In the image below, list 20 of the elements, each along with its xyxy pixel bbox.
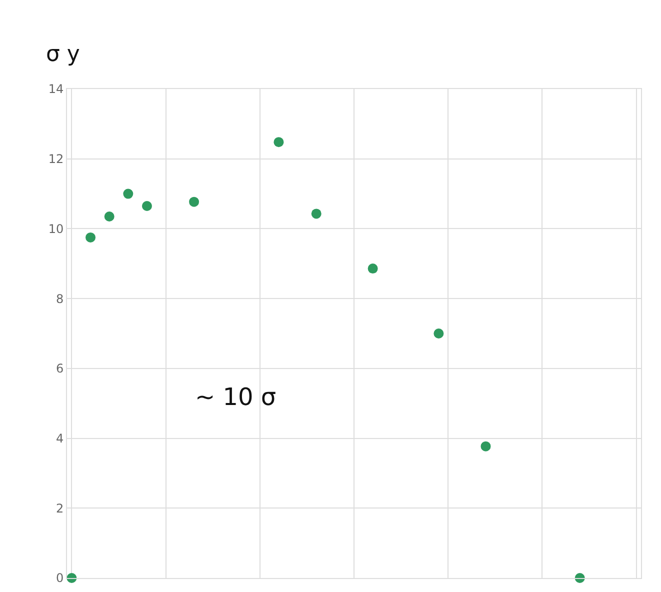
point [86, 232, 96, 242]
point [480, 441, 491, 452]
point [189, 196, 200, 207]
point [274, 137, 284, 148]
y-tick-label: 2 [56, 501, 64, 516]
point [368, 264, 378, 274]
y-tick-label: 0 [56, 571, 64, 586]
point [104, 211, 114, 222]
y-axis-title: σ y [46, 42, 80, 67]
y-tick-label: 12 [48, 152, 64, 166]
y-tick-label: 14 [48, 82, 64, 96]
point [142, 201, 152, 212]
y-tick-label: 4 [56, 431, 64, 446]
y-tick-label: 6 [56, 362, 64, 376]
y-tick-label: 8 [56, 292, 64, 306]
point [123, 188, 134, 199]
point [311, 208, 322, 219]
annotation: ~ 10 σ [195, 383, 276, 411]
y-tick-label: 10 [48, 222, 64, 236]
point [434, 328, 444, 338]
